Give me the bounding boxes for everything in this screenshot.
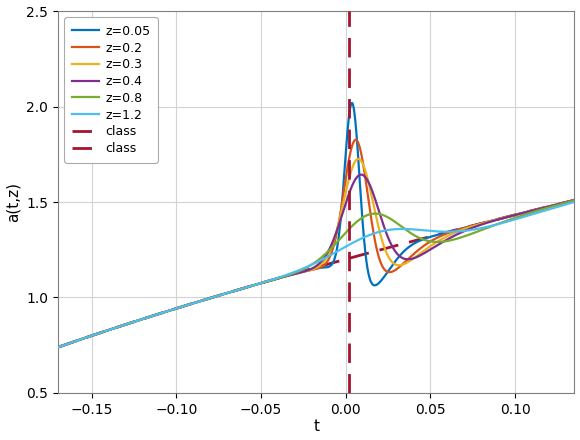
class <box>252 282 259 287</box>
z=0.05 <box>113 325 120 330</box>
z=0.05 <box>275 275 282 281</box>
z=0.8 <box>55 345 61 350</box>
class <box>275 275 282 281</box>
z=1.2 <box>275 275 282 280</box>
z=0.2 <box>505 214 512 219</box>
z=0.05 <box>561 200 568 205</box>
Line: class: class <box>58 200 574 347</box>
Line: z=0.3: z=0.3 <box>58 159 574 347</box>
z=1.2 <box>55 345 61 350</box>
z=0.4 <box>571 198 578 203</box>
class <box>144 315 151 320</box>
z=0.4 <box>358 172 365 177</box>
z=0.4 <box>561 200 568 205</box>
z=1.2 <box>571 199 578 205</box>
z=0.2 <box>275 275 282 281</box>
z=0.8 <box>113 325 120 330</box>
Line: z=0.05: z=0.05 <box>58 103 574 347</box>
z=0.8 <box>561 201 568 206</box>
class <box>561 200 568 205</box>
z=0.05 <box>349 100 356 106</box>
class <box>571 198 578 203</box>
z=0.2 <box>561 200 568 205</box>
z=0.2 <box>571 198 578 203</box>
z=0.3 <box>275 275 282 281</box>
z=0.8 <box>144 315 151 320</box>
z=0.8 <box>505 217 512 223</box>
z=1.2 <box>505 219 512 224</box>
z=0.8 <box>571 198 578 203</box>
Legend: z=0.05, z=0.2, z=0.3, z=0.4, z=0.8, z=1.2, class, class: z=0.05, z=0.2, z=0.3, z=0.4, z=0.8, z=1.… <box>64 17 158 162</box>
z=0.4 <box>55 345 61 350</box>
z=1.2 <box>561 202 568 207</box>
z=0.8 <box>275 276 282 281</box>
z=1.2 <box>144 315 151 320</box>
z=1.2 <box>252 282 259 287</box>
z=0.4 <box>113 325 120 330</box>
z=0.2 <box>144 315 151 320</box>
z=1.2 <box>113 325 120 330</box>
z=0.3 <box>355 156 362 161</box>
z=0.2 <box>252 282 259 287</box>
z=0.4 <box>505 214 512 219</box>
z=0.05 <box>55 345 61 350</box>
z=0.3 <box>505 214 512 219</box>
class <box>55 345 61 350</box>
z=0.2 <box>352 137 359 143</box>
class <box>505 214 512 219</box>
z=0.05 <box>144 315 151 320</box>
Line: z=0.4: z=0.4 <box>58 175 574 347</box>
Line: z=0.2: z=0.2 <box>58 140 574 347</box>
z=0.4 <box>144 315 151 320</box>
z=0.3 <box>561 200 568 205</box>
z=0.4 <box>252 282 259 287</box>
z=0.3 <box>55 345 61 350</box>
z=0.3 <box>571 198 578 203</box>
z=0.05 <box>571 198 578 203</box>
z=0.2 <box>113 325 120 330</box>
z=0.8 <box>252 282 259 287</box>
z=0.05 <box>252 282 259 287</box>
class <box>113 325 120 330</box>
Line: z=1.2: z=1.2 <box>58 202 574 347</box>
z=0.3 <box>252 282 259 287</box>
z=0.05 <box>505 214 512 219</box>
z=0.2 <box>55 345 61 350</box>
Line: z=0.8: z=0.8 <box>58 201 574 347</box>
z=0.3 <box>144 315 151 320</box>
X-axis label: t: t <box>313 419 319 434</box>
z=0.4 <box>275 276 282 281</box>
z=0.3 <box>113 325 120 330</box>
Y-axis label: a(t,z): a(t,z) <box>6 182 20 222</box>
